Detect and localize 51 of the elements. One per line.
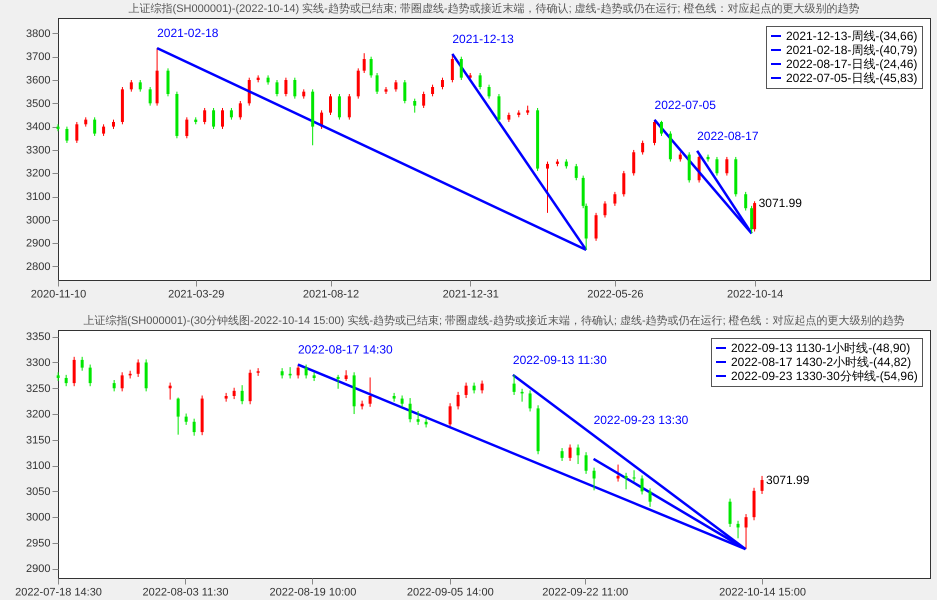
chart-title: 上证综指(SH000001)-(2022-10-14) 实线-趋势或已结束; 带圈虚线-趋势或接近末端，待确认; 虚线-趋势或仍在运行; 橙色线：对应起点的更大级别的趋势	[128, 2, 860, 15]
y-tick-label: 3050	[26, 486, 50, 498]
annotation: 2022-08-17 14:30	[298, 342, 394, 357]
x-tick-label: 2020-11-10	[30, 288, 86, 300]
x-tick-label: 2022-10-14	[726, 288, 784, 300]
x-tick-label: 2021-08-12	[302, 288, 360, 300]
y-tick-label: 3350	[26, 331, 50, 344]
x-tick-label: 2022-08-03 11:30	[142, 586, 228, 598]
x-tick-label: 2022-07-18 14:30	[15, 586, 102, 598]
annotation: 2022-07-05	[654, 98, 716, 112]
y-tick-label: 3800	[26, 28, 50, 40]
y-tick-label: 3400	[26, 121, 50, 134]
y-tick-label: 3200	[26, 168, 50, 180]
annotation: 2022-08-17	[697, 128, 759, 143]
y-tick-label: 2900	[26, 238, 50, 250]
legend-label: 2022-08-17 1430-2小时线-(44,82)	[731, 355, 912, 369]
legend-label: 2022-07-05-日线-(45,83)	[786, 71, 918, 85]
x-tick-label: 2022-05-26	[587, 288, 644, 300]
y-tick-label: 3250	[26, 382, 50, 395]
y-tick-label: 3300	[26, 144, 50, 156]
y-tick-label: 2900	[26, 563, 50, 576]
y-tick-label: 3100	[26, 460, 50, 472]
x-tick-label: 2022-10-14 15:00	[719, 586, 806, 598]
y-tick-label: 3150	[26, 434, 50, 446]
legend-label: 2021-12-13-周线-(34,66)	[786, 29, 918, 43]
y-tick-label: 3000	[26, 214, 50, 226]
y-tick-label: 3100	[26, 191, 50, 204]
annotation: 2021-02-18	[157, 26, 219, 40]
legend-label: 2022-09-13 1130-1小时线-(48,90)	[731, 341, 910, 355]
chart-title: 上证综指(SH000001)-(30分钟线图-2022-10-14 15:00) 实线-趋势或已结束; 带圈虚线-趋势或接近末端，待确认; 虚线-趋势或仍在运行; 橙色线：对应起点的更大级别的趋势	[83, 314, 905, 327]
legend-label: 2022-09-23 1330-30分钟线-(54,96)	[731, 369, 918, 383]
legend-label: 2021-02-18-周线-(40,79)	[786, 43, 918, 57]
y-tick-label: 2800	[26, 260, 50, 273]
annotation: 3071.99	[766, 473, 810, 488]
legend-label: 2022-08-17-日线-(24,46)	[786, 57, 918, 71]
y-tick-label: 3000	[26, 512, 50, 524]
x-tick-label: 2022-08-19 10:00	[270, 586, 356, 598]
x-tick-label: 2022-09-05 14:00	[406, 586, 494, 598]
y-tick-label: 3300	[26, 356, 50, 369]
annotation: 3071.99	[758, 196, 802, 210]
y-tick-label: 3200	[26, 408, 50, 421]
x-tick-label: 2022-09-22 11:00	[542, 586, 628, 598]
annotation: 2022-09-13 11:30	[512, 352, 608, 367]
x-tick-label: 2021-03-29	[168, 288, 224, 300]
y-tick-label: 2950	[26, 537, 50, 550]
x-tick-label: 2021-12-31	[442, 288, 499, 300]
y-tick-label: 3600	[26, 74, 50, 87]
annotation: 2022-09-23 13:30	[594, 412, 689, 427]
annotation: 2021-12-13	[452, 32, 514, 46]
y-tick-label: 3500	[26, 98, 50, 110]
y-tick-label: 3700	[26, 51, 50, 64]
